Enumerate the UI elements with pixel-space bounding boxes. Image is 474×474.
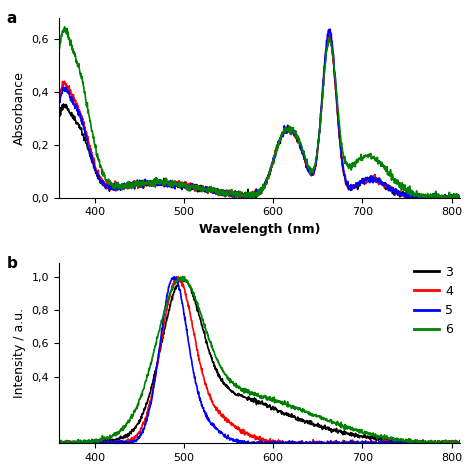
X-axis label: Wavelength (nm): Wavelength (nm)	[199, 223, 320, 236]
Text: b: b	[7, 256, 18, 271]
Legend: 3, 4, 5, 6: 3, 4, 5, 6	[409, 261, 458, 341]
Y-axis label: Intensity / a.u.: Intensity / a.u.	[13, 308, 26, 398]
Y-axis label: Absorbance: Absorbance	[13, 71, 26, 145]
Text: a: a	[7, 10, 17, 26]
